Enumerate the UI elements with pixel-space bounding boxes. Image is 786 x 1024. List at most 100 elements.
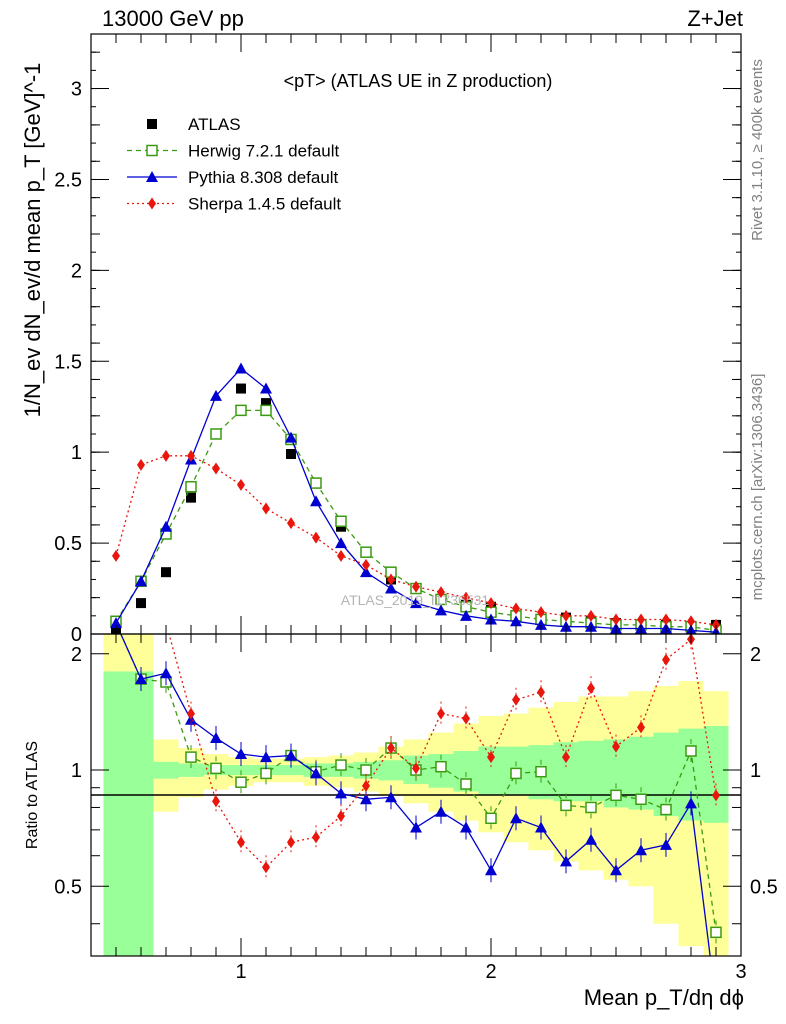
- data-point-pythia: [110, 617, 122, 629]
- ratio-y-tick-label-left: 1: [71, 760, 82, 782]
- ratio-point-sherpa: [212, 795, 220, 808]
- data-point-sherpa: [662, 613, 670, 626]
- ratio-point-pythia: [560, 855, 572, 867]
- data-point-sherpa: [212, 462, 220, 475]
- data-point-sherpa: [237, 478, 245, 491]
- ratio-point-pythia: [235, 748, 247, 760]
- legend-label-sherpa: Sherpa 1.4.5 default: [188, 195, 341, 214]
- ratio-point-sherpa: [337, 810, 345, 823]
- data-point-pythia: [435, 604, 447, 616]
- ratio-point-pythia: [435, 805, 447, 817]
- ratio-point-herwig: [610, 789, 622, 802]
- data-point-herwig: [360, 546, 372, 558]
- header-left: 13000 GeV pp: [102, 6, 244, 31]
- data-point-sherpa: [712, 618, 720, 631]
- ratio-point-pythia: [310, 767, 322, 779]
- data-point-sherpa: [462, 591, 470, 604]
- data-point-sherpa: [187, 449, 195, 462]
- ratio-point-pythia: [160, 667, 172, 679]
- ratio-point-sherpa: [712, 789, 720, 802]
- band-inner-bin: [178, 763, 204, 777]
- ratio-point-herwig: [235, 776, 247, 788]
- legend-label-herwig: Herwig 7.2.1 default: [188, 142, 339, 161]
- ratio-point-sherpa: [512, 693, 520, 706]
- header-right: Z+Jet: [687, 6, 743, 31]
- ratio-plot-series: [115, 634, 722, 956]
- data-point-sherpa: [362, 558, 370, 571]
- ratio-point-sherpa: [537, 686, 545, 699]
- ratio-point-pythia: [135, 673, 147, 685]
- band-inner-bin: [103, 671, 129, 956]
- ratio-point-herwig: [485, 812, 497, 825]
- ratio-point-sherpa: [437, 707, 445, 720]
- legend-marker-sherpa: [148, 197, 156, 210]
- ratio-point-herwig: [710, 926, 722, 939]
- ratio-y-tick-label-left: 2: [71, 644, 82, 666]
- data-point-sherpa: [437, 586, 445, 599]
- ratio-point-herwig: [685, 745, 697, 757]
- y-tick-label: 0.5: [54, 533, 82, 555]
- ratio-point-pythia: [510, 812, 522, 824]
- data-point-sherpa: [312, 531, 320, 544]
- ratio-point-pythia: [385, 791, 397, 803]
- data-point-pythia: [360, 566, 372, 578]
- ratio-point-sherpa: [287, 836, 295, 849]
- ratio-point-sherpa: [462, 712, 470, 725]
- legend: ATLAS Herwig 7.2.1 default Pythia 8.308 de…: [127, 115, 341, 214]
- y-axis-label-ratio: Ratio to ATLAS: [24, 741, 41, 849]
- data-point-sherpa: [612, 613, 620, 626]
- ratio-point-sherpa: [187, 707, 195, 720]
- ratio-y-tick-label-right: 2: [750, 644, 761, 666]
- ratio-point-herwig: [460, 778, 472, 790]
- ratio-point-pythia: [485, 864, 497, 876]
- ratio-point-pythia: [260, 751, 272, 763]
- band-inner-bin: [378, 760, 404, 781]
- ratio-y-tick-label-right: 1: [750, 760, 761, 782]
- data-point-herwig: [210, 428, 222, 440]
- data-point-pythia: [510, 615, 522, 627]
- ratio-point-herwig: [585, 801, 597, 814]
- x-axis-label: Mean p_T/dη dϕ: [584, 985, 744, 1010]
- ratio-point-herwig: [185, 751, 197, 763]
- data-point-sherpa: [412, 580, 420, 593]
- data-point-sherpa: [537, 606, 545, 619]
- y-tick-label: 1.5: [54, 351, 82, 373]
- ratio-point-sherpa: [662, 653, 670, 666]
- ratio-point-sherpa: [487, 751, 495, 764]
- data-point-sherpa: [487, 597, 495, 610]
- ratio-point-sherpa: [637, 721, 645, 734]
- ratio-point-pythia: [635, 844, 647, 856]
- ratio-point-herwig: [260, 767, 272, 780]
- ratio-point-pythia: [660, 838, 672, 850]
- ratio-point-herwig: [560, 799, 572, 812]
- data-point-pythia: [210, 389, 222, 401]
- data-point-pythia: [410, 597, 422, 609]
- band-inner-bin: [128, 671, 154, 956]
- ratio-point-pythia: [410, 821, 422, 833]
- data-point-sherpa: [112, 549, 120, 562]
- data-point-herwig: [235, 404, 247, 417]
- band-inner-bin: [153, 761, 179, 779]
- band-inner-bin: [278, 765, 304, 776]
- data-point-atlas: [236, 383, 246, 394]
- y-tick-label: 0: [71, 624, 82, 646]
- legend-marker-pythia: [146, 171, 158, 182]
- data-point-sherpa: [287, 517, 295, 530]
- legend-marker-atlas: [147, 119, 157, 129]
- ratio-point-sherpa: [237, 836, 245, 849]
- ratio-point-sherpa: [412, 762, 420, 775]
- data-point-sherpa: [687, 615, 695, 628]
- ratio-y-tick-label-left: 0.5: [54, 876, 82, 898]
- data-point-atlas: [261, 398, 271, 409]
- ratio-point-herwig: [335, 759, 347, 771]
- data-point-sherpa: [162, 449, 170, 462]
- data-point-sherpa: [262, 502, 270, 515]
- data-point-herwig: [260, 404, 272, 417]
- y-axis-label-main: 1/N_ev dN_ev/d mean p_T [GeV]^-1: [20, 63, 45, 418]
- band-inner-bin: [228, 765, 254, 776]
- data-point-pythia: [160, 520, 172, 532]
- data-point-sherpa: [337, 549, 345, 562]
- ratio-point-pythia: [585, 833, 597, 845]
- data-point-atlas: [161, 567, 171, 578]
